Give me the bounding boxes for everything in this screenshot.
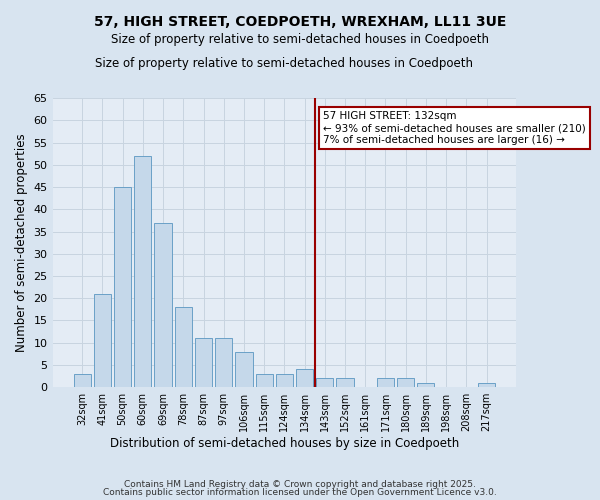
Bar: [418, 383, 434, 387]
Bar: [134, 156, 151, 387]
Text: 57, HIGH STREET, COEDPOETH, WREXHAM, LL11 3UE: 57, HIGH STREET, COEDPOETH, WREXHAM, LL1…: [94, 15, 506, 29]
Bar: [316, 378, 334, 387]
Text: Size of property relative to semi-detached houses in Coedpoeth: Size of property relative to semi-detach…: [111, 32, 489, 46]
Bar: [175, 307, 192, 387]
Bar: [114, 187, 131, 387]
Bar: [256, 374, 273, 387]
Bar: [337, 378, 353, 387]
Text: Contains HM Land Registry data © Crown copyright and database right 2025.: Contains HM Land Registry data © Crown c…: [124, 480, 476, 489]
Bar: [154, 222, 172, 387]
Bar: [276, 374, 293, 387]
Bar: [94, 294, 111, 387]
X-axis label: Distribution of semi-detached houses by size in Coedpoeth: Distribution of semi-detached houses by …: [110, 437, 459, 450]
Bar: [397, 378, 414, 387]
Bar: [296, 370, 313, 387]
Title: Size of property relative to semi-detached houses in Coedpoeth: Size of property relative to semi-detach…: [95, 58, 473, 70]
Text: 57 HIGH STREET: 132sqm
← 93% of semi-detached houses are smaller (210)
7% of sem: 57 HIGH STREET: 132sqm ← 93% of semi-det…: [323, 112, 586, 144]
Y-axis label: Number of semi-detached properties: Number of semi-detached properties: [15, 134, 28, 352]
Bar: [478, 383, 495, 387]
Bar: [74, 374, 91, 387]
Bar: [377, 378, 394, 387]
Bar: [215, 338, 232, 387]
Bar: [195, 338, 212, 387]
Bar: [235, 352, 253, 387]
Text: Contains public sector information licensed under the Open Government Licence v3: Contains public sector information licen…: [103, 488, 497, 497]
